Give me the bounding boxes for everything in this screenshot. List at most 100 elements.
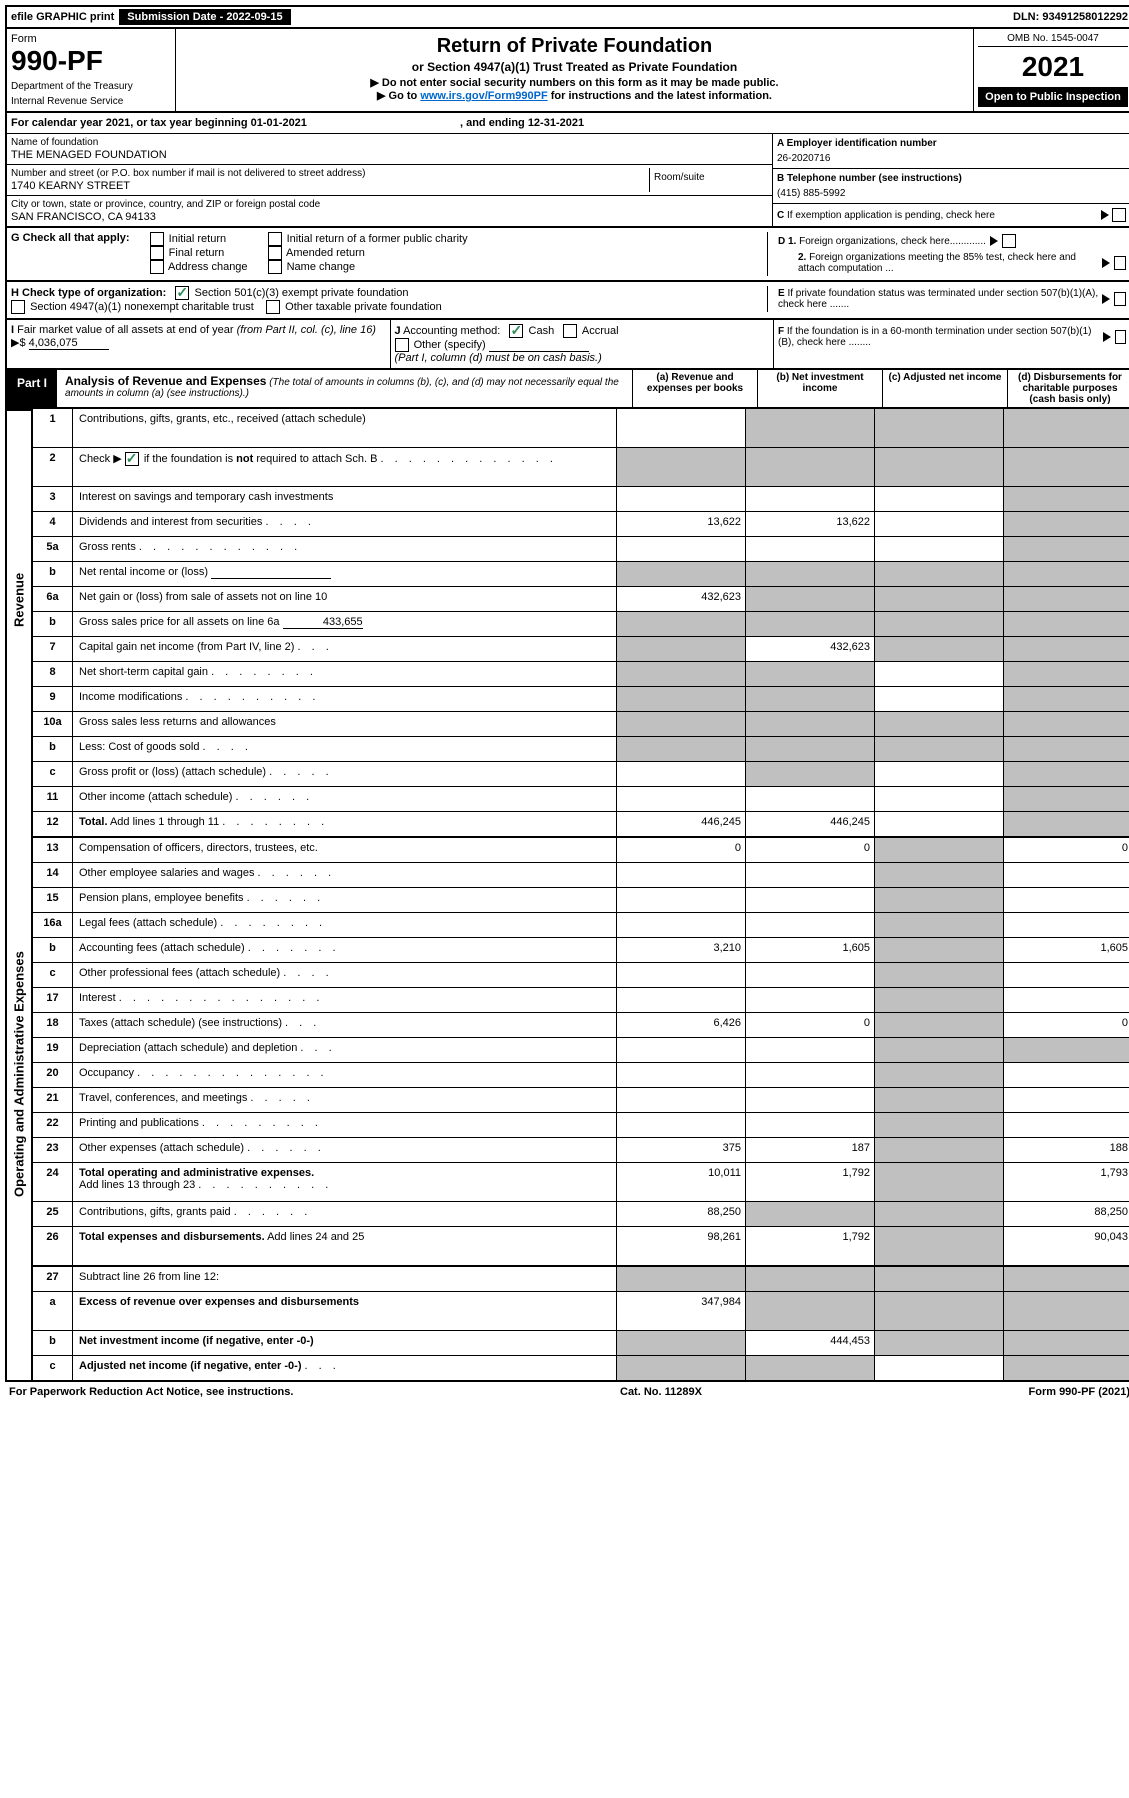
check-name[interactable] bbox=[268, 260, 282, 274]
col-d-header: (d) Disbursements for charitable purpose… bbox=[1008, 370, 1129, 407]
line-27a: Excess of revenue over expenses and disb… bbox=[73, 1292, 616, 1330]
line-3: Interest on savings and temporary cash i… bbox=[73, 487, 616, 511]
tax-year: 2021 bbox=[978, 51, 1128, 83]
form-title: Return of Private Foundation bbox=[182, 35, 967, 58]
calendar-year: For calendar year 2021, or tax year begi… bbox=[5, 113, 1129, 134]
check-initial[interactable] bbox=[150, 232, 164, 246]
part1-title: Analysis of Revenue and Expenses bbox=[65, 374, 266, 388]
ein-label: A Employer identification number bbox=[777, 138, 937, 149]
g-label: G Check all that apply: bbox=[11, 232, 130, 274]
foundation-name-label: Name of foundation bbox=[11, 137, 768, 148]
vlabel-revenue: Revenue bbox=[7, 409, 31, 789]
check-other-tax[interactable] bbox=[266, 300, 280, 314]
dln: DLN: 93491258012292 bbox=[1013, 11, 1128, 23]
main-table: Revenue Operating and Administrative Exp… bbox=[5, 409, 1129, 1382]
foundation-name: THE MENAGED FOUNDATION bbox=[11, 148, 768, 161]
top-bar: efile GRAPHIC print Submission Date - 20… bbox=[5, 5, 1129, 29]
h-label: H Check type of organization: bbox=[11, 287, 166, 299]
check-schb[interactable] bbox=[125, 452, 139, 466]
note-ssn: ▶ Do not enter social security numbers o… bbox=[182, 76, 967, 89]
col-c-header: (c) Adjusted net income bbox=[883, 370, 1008, 407]
efile-label: efile GRAPHIC print bbox=[11, 11, 114, 23]
check-initial-former[interactable] bbox=[268, 232, 282, 246]
line-16b: Accounting fees (attach schedule) . . . … bbox=[73, 938, 616, 962]
line-25: Contributions, gifts, grants paid . . . … bbox=[73, 1202, 616, 1226]
line-16a: Legal fees (attach schedule) . . . . . .… bbox=[73, 913, 616, 937]
note-link: ▶ Go to www.irs.gov/Form990PF for instru… bbox=[182, 89, 967, 102]
line-10b: Less: Cost of goods sold . . . . bbox=[73, 737, 616, 761]
check-d1[interactable] bbox=[1002, 234, 1016, 248]
line-27c: Adjusted net income (if negative, enter … bbox=[73, 1356, 616, 1380]
line-6a: Net gain or (loss) from sale of assets n… bbox=[73, 587, 616, 611]
line-19: Depreciation (attach schedule) and deple… bbox=[73, 1038, 616, 1062]
line-8: Net short-term capital gain . . . . . . … bbox=[73, 662, 616, 686]
check-c[interactable] bbox=[1112, 208, 1126, 222]
form-number: 990-PF bbox=[11, 45, 171, 77]
line-5a: Gross rents . . . . . . . . . . . . bbox=[73, 537, 616, 561]
check-final[interactable] bbox=[150, 246, 164, 260]
section-ij: I Fair market value of all assets at end… bbox=[5, 320, 1129, 370]
line-22: Printing and publications . . . . . . . … bbox=[73, 1113, 616, 1137]
paperwork-notice: For Paperwork Reduction Act Notice, see … bbox=[9, 1386, 293, 1398]
address: 1740 KEARNY STREET bbox=[11, 179, 649, 192]
address-label: Number and street (or P.O. box number if… bbox=[11, 168, 649, 179]
line-27: Subtract line 26 from line 12: bbox=[73, 1267, 616, 1291]
line-27b: Net investment income (if negative, ente… bbox=[73, 1331, 616, 1355]
form-label: Form bbox=[11, 33, 171, 45]
line-21: Travel, conferences, and meetings . . . … bbox=[73, 1088, 616, 1112]
cat-no: Cat. No. 11289X bbox=[620, 1386, 702, 1398]
line-7: Capital gain net income (from Part IV, l… bbox=[73, 637, 616, 661]
check-address[interactable] bbox=[150, 260, 164, 274]
line-26: Total expenses and disbursements. Add li… bbox=[73, 1227, 616, 1265]
check-4947[interactable] bbox=[11, 300, 25, 314]
line-18: Taxes (attach schedule) (see instruction… bbox=[73, 1013, 616, 1037]
irs-link[interactable]: www.irs.gov/Form990PF bbox=[420, 90, 547, 102]
fmv: 4,036,075 bbox=[29, 337, 109, 350]
line-2: Check ▶ if the foundation is not require… bbox=[73, 448, 616, 486]
open-inspection: Open to Public Inspection bbox=[978, 87, 1128, 107]
col-b-header: (b) Net investment income bbox=[758, 370, 883, 407]
part1-label: Part I bbox=[7, 370, 57, 407]
check-accrual[interactable] bbox=[563, 324, 577, 338]
check-f[interactable] bbox=[1115, 330, 1126, 344]
form-header: Form 990-PF Department of the Treasury I… bbox=[5, 29, 1129, 113]
line-23: Other expenses (attach schedule) . . . .… bbox=[73, 1138, 616, 1162]
check-other[interactable] bbox=[395, 338, 409, 352]
check-cash[interactable] bbox=[509, 324, 523, 338]
line-14: Other employee salaries and wages . . . … bbox=[73, 863, 616, 887]
j-note: (Part I, column (d) must be on cash basi… bbox=[395, 352, 602, 364]
line-10a: Gross sales less returns and allowances bbox=[73, 712, 616, 736]
col-a-header: (a) Revenue and expenses per books bbox=[633, 370, 758, 407]
dept-treasury: Department of the Treasury bbox=[11, 81, 171, 92]
footer: For Paperwork Reduction Act Notice, see … bbox=[5, 1382, 1129, 1402]
line-12: Total. Add lines 1 through 11 . . . . . … bbox=[73, 812, 616, 836]
check-section-h: H Check type of organization: Section 50… bbox=[5, 282, 1129, 320]
city-label: City or town, state or province, country… bbox=[11, 199, 768, 210]
check-501c3[interactable] bbox=[175, 286, 189, 300]
check-d2[interactable] bbox=[1114, 256, 1126, 270]
line-20: Occupancy . . . . . . . . . . . . . . bbox=[73, 1063, 616, 1087]
line-13: Compensation of officers, directors, tru… bbox=[73, 838, 616, 862]
line-1: Contributions, gifts, grants, etc., rece… bbox=[73, 409, 616, 447]
check-amended[interactable] bbox=[268, 246, 282, 260]
info-grid: Name of foundation THE MENAGED FOUNDATIO… bbox=[5, 134, 1129, 228]
dept-irs: Internal Revenue Service bbox=[11, 96, 171, 107]
submission-date: Submission Date - 2022-09-15 bbox=[119, 9, 290, 25]
line-16c: Other professional fees (attach schedule… bbox=[73, 963, 616, 987]
form-subtitle: or Section 4947(a)(1) Trust Treated as P… bbox=[182, 60, 967, 74]
line-9: Income modifications . . . . . . . . . . bbox=[73, 687, 616, 711]
line-10c: Gross profit or (loss) (attach schedule)… bbox=[73, 762, 616, 786]
ein: 26-2020716 bbox=[777, 149, 830, 164]
line-5b: Net rental income or (loss) bbox=[73, 562, 616, 586]
vlabel-expenses: Operating and Administrative Expenses bbox=[7, 789, 31, 1359]
line-6b: Gross sales price for all assets on line… bbox=[73, 612, 616, 636]
check-e[interactable] bbox=[1114, 292, 1126, 306]
line-15: Pension plans, employee benefits . . . .… bbox=[73, 888, 616, 912]
omb-number: OMB No. 1545-0047 bbox=[978, 33, 1128, 47]
room-suite: Room/suite bbox=[649, 168, 768, 192]
line-17: Interest . . . . . . . . . . . . . . . bbox=[73, 988, 616, 1012]
phone: (415) 885-5992 bbox=[777, 184, 845, 199]
line-11: Other income (attach schedule) . . . . .… bbox=[73, 787, 616, 811]
check-section-g: G Check all that apply: Initial return F… bbox=[5, 228, 1129, 282]
form-footer: Form 990-PF (2021) bbox=[1029, 1386, 1129, 1398]
